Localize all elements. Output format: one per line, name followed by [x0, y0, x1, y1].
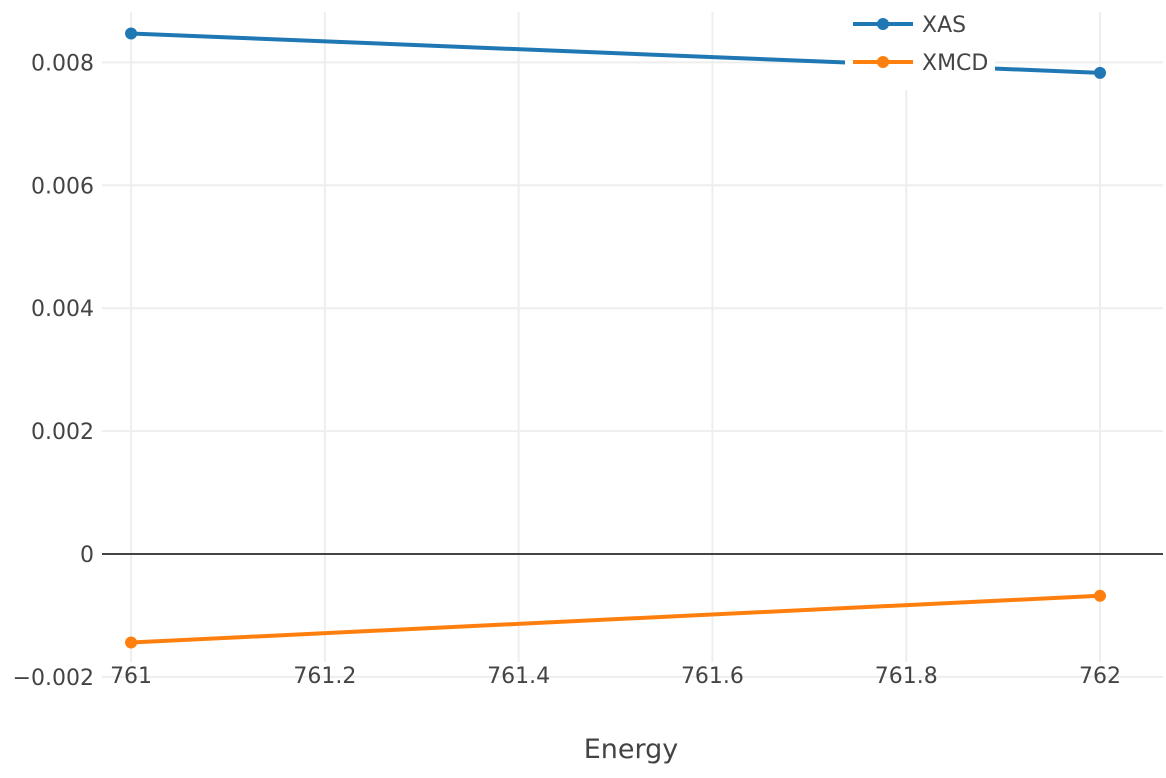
legend[interactable]: XAS XMCD	[845, 8, 995, 90]
grid-lines	[102, 12, 1163, 678]
legend-swatch-marker	[877, 18, 889, 30]
legend-item-xmcd[interactable]: XMCD	[853, 51, 988, 76]
y-axis-tick-labels: −0.002 0 0.002 0.004 0.006 0.008	[13, 51, 94, 691]
legend-swatch-marker	[877, 56, 889, 68]
x-tick-label: 761.2	[293, 664, 356, 689]
series-group	[125, 27, 1107, 649]
data-point-xas[interactable]	[125, 27, 138, 40]
legend-label: XAS	[922, 13, 966, 38]
x-tick-label: 762	[1079, 664, 1121, 689]
series-line-xmcd	[130, 593, 1101, 645]
x-axis-title: Energy	[584, 734, 679, 765]
y-tick-label: 0.002	[31, 420, 94, 445]
y-tick-label: 0	[80, 543, 94, 568]
legend-label: XMCD	[922, 51, 988, 76]
x-tick-label: 761	[110, 664, 152, 689]
x-axis-tick-labels: 761 761.2 761.4 761.6 761.8 762	[110, 664, 1121, 689]
y-tick-label: −0.002	[13, 666, 94, 691]
legend-background	[845, 8, 995, 90]
y-tick-label: 0.008	[31, 51, 94, 76]
data-point-xas[interactable]	[1094, 66, 1107, 79]
data-point-xmcd[interactable]	[1094, 589, 1107, 602]
x-tick-label: 761.4	[487, 664, 550, 689]
y-tick-label: 0.004	[31, 297, 94, 322]
data-point-xmcd[interactable]	[125, 636, 138, 649]
x-tick-label: 761.6	[681, 664, 744, 689]
legend-item-xas[interactable]: XAS	[853, 13, 966, 38]
y-tick-label: 0.006	[31, 174, 94, 199]
x-tick-label: 761.8	[875, 664, 938, 689]
